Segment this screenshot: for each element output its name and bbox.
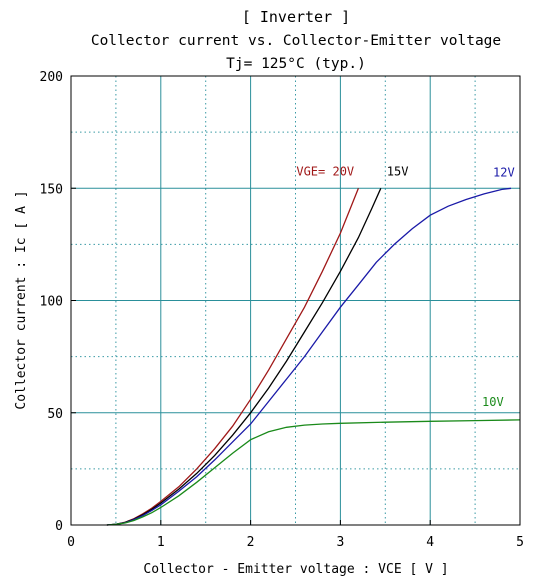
y-axis-label: Collector current : Ic [ A ] <box>14 190 29 409</box>
chart-title-line-2: Collector current vs. Collector-Emitter … <box>91 33 501 49</box>
x-tick-label: 4 <box>426 535 434 550</box>
y-tick-label: 150 <box>40 182 63 197</box>
x-tick-label: 0 <box>67 535 75 550</box>
y-tick-label: 0 <box>55 519 63 534</box>
series-label-4: 10V <box>482 395 504 409</box>
series-lines <box>106 187 521 526</box>
chart-title-line-3: Tj= 125°C (typ.) <box>226 56 366 72</box>
y-tick-label: 50 <box>47 407 63 422</box>
series-line-4 <box>106 419 521 526</box>
x-tick-label: 1 <box>157 535 165 550</box>
x-tick-label: 5 <box>516 535 524 550</box>
x-tick-label: 3 <box>336 535 344 550</box>
y-tick-label: 100 <box>40 295 63 310</box>
series-line-3 <box>106 187 512 526</box>
series-label-2: 15V <box>387 164 409 178</box>
grid <box>71 76 520 525</box>
x-tick-label: 2 <box>247 535 255 550</box>
series-labels: VGE= 20V 15V 12V 10V <box>296 164 514 409</box>
series-line-1 <box>106 188 360 526</box>
chart-title-line-1: [ Inverter ] <box>242 8 350 26</box>
x-axis-label: Collector - Emitter voltage : VCE [ V ] <box>143 562 448 577</box>
y-tick-label: 200 <box>40 70 63 85</box>
series-label-1: VGE= 20V <box>296 164 354 178</box>
series-label-3: 12V <box>493 165 515 179</box>
